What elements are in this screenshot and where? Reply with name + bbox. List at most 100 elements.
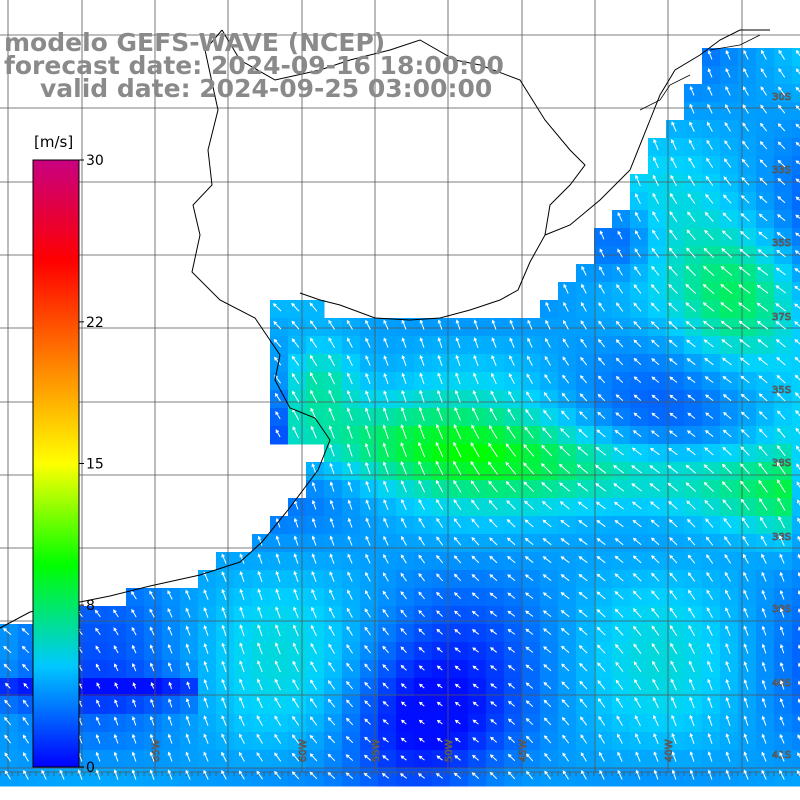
wind-arrow: [633, 412, 642, 419]
wind-arrow: [239, 553, 245, 564]
wind-arrow: [758, 411, 768, 420]
wind-arrow: [435, 441, 444, 458]
wind-arrow: [491, 337, 497, 348]
wind-cell: [792, 282, 800, 301]
wind-arrow: [525, 717, 534, 726]
wind-arrow: [688, 607, 696, 618]
wind-arrow: [633, 302, 642, 312]
wind-arrow: [615, 394, 624, 401]
wind-arrow: [704, 447, 714, 456]
wind-arrow: [131, 608, 137, 618]
wind-arrow: [725, 769, 731, 780]
wind-arrow: [382, 701, 389, 707]
wind-arrow: [364, 608, 371, 618]
lon-label: 50W: [444, 739, 455, 762]
wind-arrow: [686, 430, 696, 437]
wind-arrow: [741, 517, 750, 529]
wind-arrow: [707, 678, 713, 691]
wind-arrow: [4, 699, 11, 708]
colorbar-unit: [m/s]: [34, 133, 74, 151]
wind-arrow: [22, 663, 30, 672]
wind-arrow: [720, 283, 733, 294]
wind-arrow: [364, 718, 371, 725]
wind-arrow: [310, 389, 318, 403]
wind-arrow: [633, 284, 642, 294]
wind-arrow: [778, 86, 786, 96]
wind-arrow: [489, 754, 498, 761]
wind-arrow: [685, 464, 697, 474]
wind-arrow: [347, 589, 353, 600]
wind-arrow: [739, 339, 751, 348]
wind-arrow: [578, 609, 588, 618]
wind-arrow: [562, 374, 570, 384]
wind-arrow: [507, 718, 516, 725]
wind-arrow: [613, 464, 625, 474]
wind-arrow: [652, 192, 660, 205]
wind-arrow: [509, 337, 515, 348]
wind-arrow: [131, 626, 137, 636]
wind-arrow: [329, 462, 335, 475]
wind-arrow: [742, 86, 749, 96]
wind-arrow: [794, 374, 800, 381]
wind-arrow: [707, 68, 713, 78]
wind-arrow: [757, 249, 768, 258]
wind-arrow: [669, 607, 678, 618]
wind-arrow: [382, 755, 389, 761]
wind-arrow: [615, 661, 624, 672]
lat-label: 37S: [772, 312, 791, 323]
wind-arrow: [365, 461, 371, 475]
wind-arrow: [364, 736, 372, 743]
wind-arrow: [652, 229, 660, 240]
wind-arrow: [274, 392, 281, 402]
wind-arrow: [149, 715, 155, 726]
wind-arrow: [364, 700, 371, 707]
wind-arrow: [453, 555, 462, 564]
wind-arrow: [526, 373, 533, 384]
wind-arrow: [543, 699, 552, 708]
wind-arrow: [453, 592, 462, 599]
wind-arrow: [633, 661, 642, 673]
wind-arrow: [725, 85, 731, 96]
wind-arrow: [365, 390, 371, 403]
wind-arrow: [597, 662, 606, 672]
wind-arrow: [689, 714, 695, 727]
wind-arrow: [471, 573, 480, 582]
wind-arrow: [740, 498, 750, 511]
wind-arrow: [653, 138, 659, 151]
wind-arrow: [436, 683, 443, 689]
wind-arrow: [595, 446, 607, 456]
wind-arrow: [95, 733, 101, 744]
wind-arrow: [779, 571, 785, 582]
wind-arrow: [541, 500, 552, 510]
wind-arrow: [616, 284, 624, 294]
lat-label: 33S: [772, 165, 791, 176]
wind-cell: [792, 138, 800, 157]
wind-arrow: [328, 371, 336, 385]
wind-arrow: [382, 572, 389, 582]
wind-arrow: [327, 680, 336, 690]
wind-arrow: [328, 425, 335, 439]
wind-arrow: [651, 590, 660, 600]
wind-arrow: [96, 682, 101, 689]
wind-arrow: [473, 372, 479, 385]
wind-arrow: [347, 481, 353, 492]
wind-arrow: [688, 624, 696, 637]
wind-arrow: [2, 627, 12, 636]
wind-arrow: [632, 430, 642, 438]
wind-arrow: [274, 715, 282, 726]
wind-arrow: [383, 372, 389, 385]
wind-arrow: [777, 141, 786, 150]
wind-arrow: [418, 665, 425, 671]
wind-arrow: [4, 734, 12, 744]
wind-arrow: [328, 643, 336, 654]
wind-arrow: [759, 498, 768, 511]
wind-arrow: [400, 554, 407, 564]
wind-arrow: [580, 734, 588, 744]
wind-arrow: [597, 393, 606, 402]
wind-arrow: [598, 733, 605, 744]
wind-arrow: [597, 680, 606, 690]
wind-arrow: [454, 737, 461, 743]
wind-arrow: [275, 624, 281, 637]
wind-arrow: [436, 536, 444, 546]
wind-arrow: [580, 752, 587, 762]
